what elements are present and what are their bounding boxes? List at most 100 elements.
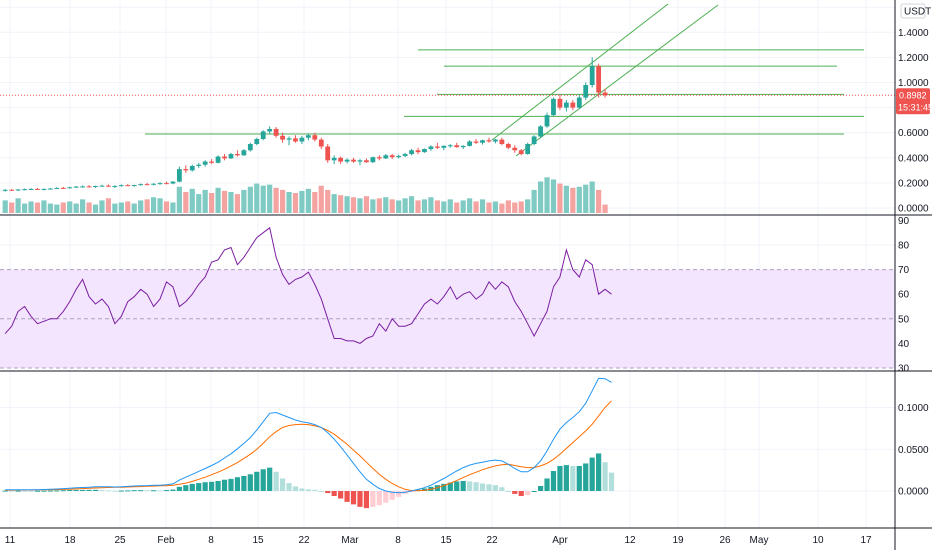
candle-body — [486, 140, 492, 142]
volume-bar — [221, 190, 228, 213]
macd-histogram-bar — [267, 467, 273, 491]
candle-body — [544, 115, 550, 127]
macd-histogram-bar — [460, 480, 466, 491]
macd-histogram-bar — [202, 482, 208, 491]
candle-body — [164, 183, 169, 185]
volume-bar — [518, 201, 524, 213]
macd-histogram-bar — [170, 489, 176, 491]
volume-bar — [479, 199, 486, 213]
candle-body — [196, 164, 202, 166]
volume-bar — [260, 185, 266, 213]
candle-body — [170, 181, 176, 184]
time-tick-label: 15 — [252, 535, 264, 546]
macd-histogram-bar — [596, 453, 602, 491]
candle-body — [254, 138, 260, 144]
candle-body — [80, 186, 86, 188]
candle-body — [331, 157, 337, 161]
volume-bar — [54, 204, 60, 213]
unit-box — [900, 3, 926, 19]
volume-bar — [2, 200, 8, 213]
time-tick-label: 10 — [812, 535, 824, 546]
volume-bar — [105, 198, 112, 213]
macd-histogram-bar — [583, 463, 589, 491]
macd-histogram-bar — [15, 490, 21, 492]
macd-histogram-bar — [357, 491, 363, 507]
macd-histogram-bar — [292, 486, 299, 491]
macd-histogram-bar — [234, 477, 241, 491]
candle-body — [106, 185, 111, 187]
candle-body — [280, 135, 285, 140]
volume-bar — [396, 200, 402, 213]
macd-histogram-bar — [112, 490, 118, 492]
candle-body — [325, 146, 331, 161]
candle-body — [144, 184, 150, 186]
channel-upper-line — [491, 3, 669, 141]
candle-body — [583, 85, 589, 98]
candle-body — [344, 159, 350, 162]
macd-histogram-bar — [144, 490, 150, 492]
trendlines[interactable] — [0, 3, 895, 157]
candle-body — [35, 188, 40, 190]
time-tick-label: May — [750, 535, 769, 546]
macd-histogram-bar — [241, 475, 247, 491]
candle-body — [151, 183, 156, 185]
macd-histogram-bar — [499, 487, 505, 491]
price-badge-countdown: 15:31:45 — [898, 102, 932, 112]
macd-histogram-bar — [60, 490, 66, 492]
volume-bar — [112, 203, 118, 213]
volume-bar — [47, 203, 53, 213]
price-tick-label: 1.2000 — [898, 53, 929, 64]
macd-histogram-bar — [254, 471, 260, 491]
macd-histogram-bar — [331, 491, 337, 497]
macd-histogram-bar — [576, 465, 582, 491]
volume-bar — [99, 200, 105, 213]
candle-body — [157, 183, 163, 185]
candle-body — [189, 165, 195, 171]
candle-body — [267, 128, 273, 132]
macd-histogram-bar — [286, 483, 292, 491]
candle-body — [67, 187, 73, 189]
volume-bar — [247, 186, 253, 213]
macd-histogram-bar — [570, 465, 576, 491]
macd-histogram-bar — [105, 490, 112, 492]
volume-bar — [415, 200, 421, 213]
volume-bar — [544, 177, 550, 213]
macd-histogram-bar — [383, 491, 389, 503]
macd-histogram-bar — [325, 491, 331, 494]
volume-bar — [408, 196, 415, 213]
volume-bar — [583, 184, 589, 213]
volume-bar — [389, 199, 395, 213]
macd-histogram-bar — [228, 478, 234, 491]
volume-bar — [254, 183, 260, 213]
volume-bar — [92, 204, 99, 213]
macd-histogram-bar — [273, 471, 279, 491]
rsi-series-line — [4, 226, 612, 344]
macd-histogram-bar — [2, 490, 8, 492]
volume-bar — [15, 198, 21, 213]
candle-body — [9, 189, 15, 191]
volume-bar — [202, 189, 208, 213]
macd-histogram-bar — [73, 489, 79, 491]
volume-bar — [563, 185, 569, 213]
candle-body — [409, 150, 414, 155]
candle-body — [480, 140, 485, 143]
macd-histogram-bar — [447, 482, 453, 491]
macd-histogram-bar — [544, 478, 550, 491]
candle-body — [460, 145, 466, 148]
time-tick-label: 22 — [298, 535, 310, 546]
volume-bar — [228, 192, 234, 213]
macd-histogram-bar — [525, 491, 531, 496]
candle-body — [415, 150, 421, 153]
price-badge-value: 0.8982 — [899, 90, 927, 100]
price-badge-box — [896, 88, 930, 115]
candle-body — [99, 185, 105, 187]
volume-bar — [434, 200, 440, 213]
volume-bar — [428, 197, 434, 213]
rsi-tick-label: 30 — [898, 364, 910, 375]
volume-bar — [60, 202, 66, 213]
macd-histogram-bar — [312, 489, 318, 491]
candle-body — [447, 145, 453, 147]
macd-histogram — [2, 453, 615, 509]
price-badge: 0.8982 15:31:45 — [896, 88, 932, 115]
